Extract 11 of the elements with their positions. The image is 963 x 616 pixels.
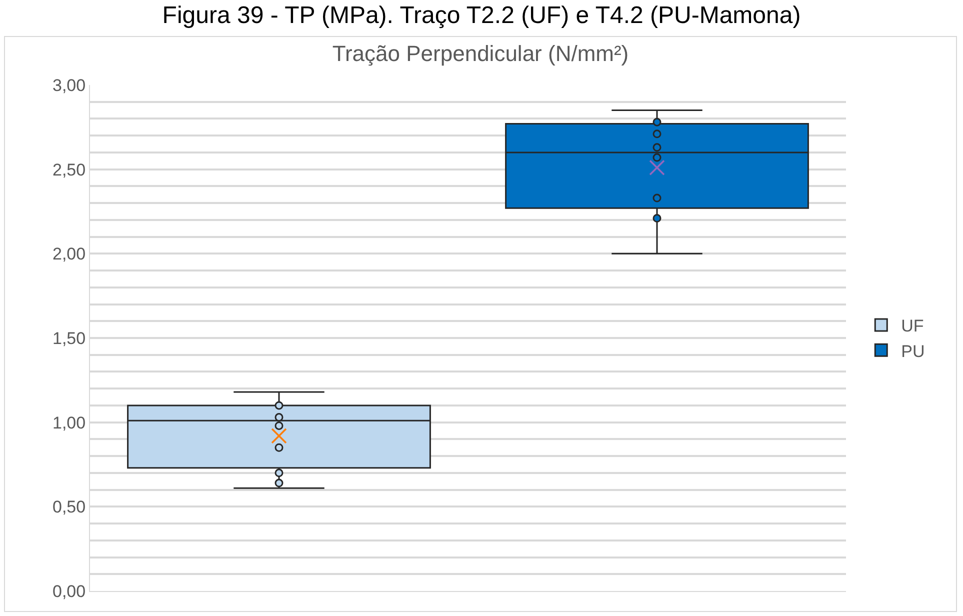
y-tick-label: 2,50 [52,160,86,180]
y-tick-label: 0,00 [52,582,86,601]
y-tick-label: 3,00 [52,76,86,95]
y-tick-label: 1,00 [52,413,86,432]
chart-subtitle: Tração Perpendicular (N/mm²) [332,41,629,66]
legend-label: UF [901,316,924,336]
y-tick-label: 0,50 [52,498,86,517]
y-tick-label: 1,50 [52,328,86,348]
y-tick-label: 2,00 [52,244,86,264]
chart-title: Figura 39 - TP (MPa). Traço T2.2 (UF) e T4.2 (PU-Mamona) [161,1,802,31]
legend-label: PU [901,342,925,361]
